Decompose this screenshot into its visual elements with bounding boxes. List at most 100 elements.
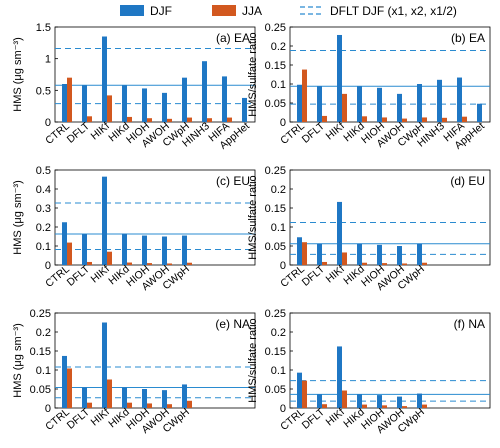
y-tick-label: 0.1 (36, 365, 51, 377)
bar-djf (62, 355, 67, 408)
bar-jja (127, 402, 132, 408)
bar-jja (322, 261, 327, 265)
bar-jja (322, 115, 327, 122)
bar-djf (297, 84, 302, 122)
y-tick-label: 0.1 (271, 79, 286, 91)
bar-jja (147, 263, 152, 265)
legend-label-dflt: DFLT DJF (x1, x2, x1/2) (330, 4, 457, 18)
bar-jja (402, 263, 407, 265)
bar-jja (147, 118, 152, 122)
y-tick-label: 0.25 (265, 308, 286, 320)
y-tick-label: 1 (45, 54, 51, 66)
panel-label: (f) NA (454, 317, 485, 331)
bar-djf (357, 394, 362, 408)
bar-djf (357, 86, 362, 122)
chart-panel-2: 0 0.05 0.1 0.15 0.2 0.25 HMS/sulfate ratio (b) … (247, 22, 491, 152)
bar-djf (182, 77, 187, 122)
bar-jja (187, 400, 192, 408)
y-tick-label: 1.5 (36, 22, 51, 34)
y-tick-label: 0 (45, 260, 51, 272)
bar-djf (377, 87, 382, 122)
y-tick-label: 0.05 (30, 384, 51, 396)
bar-djf (437, 79, 442, 122)
bar-jja (382, 405, 387, 408)
bar-jja (87, 402, 92, 408)
bar-djf (122, 387, 127, 408)
bar-djf (377, 395, 382, 408)
bar-djf (417, 393, 422, 408)
legend-swatch-djf (120, 5, 144, 16)
bar-djf (142, 389, 147, 408)
legend: DJF JJA DFLT DJF (x1, x2, x1/2) (120, 4, 457, 18)
bar-djf (337, 346, 342, 408)
bar-jja (207, 118, 212, 122)
y-tick-label: 0.5 (36, 165, 51, 177)
bar-jja (442, 117, 447, 122)
y-tick-label: 0 (280, 260, 286, 272)
bar-jja (362, 404, 367, 408)
bar-jja (342, 252, 347, 265)
bar-jja (167, 263, 172, 265)
y-axis-label: HMS/sulfate ratio (247, 32, 259, 116)
bar-jja (402, 118, 407, 122)
y-axis-label: HMS/sulfate ratio (247, 175, 259, 259)
bar-jja (302, 242, 307, 265)
panel-label: (a) EA (216, 31, 250, 45)
bar-djf (337, 34, 342, 123)
y-tick-label: 0 (45, 117, 51, 129)
bar-djf (122, 85, 127, 122)
y-tick-label: 0.05 (265, 241, 286, 253)
y-tick-label: 0.2 (271, 184, 286, 196)
y-tick-label: 0.2 (36, 327, 51, 339)
bar-djf (162, 390, 167, 408)
panel-label: (e) NA (215, 317, 250, 331)
y-axis-label: HMS (μg sm⁻³) (12, 37, 24, 111)
bar-jja (227, 117, 232, 122)
legend-swatch-jja (212, 5, 236, 16)
bar-djf (457, 77, 462, 122)
bar-djf (397, 93, 402, 122)
bar-jja (147, 403, 152, 408)
bar-jja (302, 380, 307, 408)
y-tick-label: 0.4 (36, 184, 51, 196)
bar-djf (297, 372, 302, 408)
bar-djf (317, 86, 322, 122)
y-tick-label: 0 (280, 403, 286, 415)
bar-jja (167, 118, 172, 122)
bar-djf (337, 201, 342, 265)
bar-djf (357, 243, 362, 265)
bar-djf (162, 236, 167, 265)
bar-djf (317, 394, 322, 408)
y-axis-label: HMS (μg sm⁻³) (12, 180, 24, 254)
y-tick-label: 0.2 (36, 222, 51, 234)
bar-djf (102, 176, 107, 265)
plot-frame (289, 312, 491, 409)
y-tick-label: 0 (280, 117, 286, 129)
bar-jja (87, 116, 92, 122)
plot-frame (289, 169, 491, 266)
bar-jja (362, 262, 367, 265)
y-tick-label: 0.15 (265, 346, 286, 358)
bar-jja (107, 95, 112, 122)
bar-jja (342, 390, 347, 408)
bar-djf (122, 233, 127, 265)
bar-jja (187, 262, 192, 265)
bar-djf (202, 61, 207, 122)
y-tick-label: 0.3 (36, 203, 51, 215)
bar-jja (422, 117, 427, 122)
bar-djf (417, 243, 422, 265)
y-tick-label: 0.05 (265, 98, 286, 110)
bar-jja (402, 406, 407, 408)
bar-djf (182, 235, 187, 265)
bar-djf (242, 97, 247, 122)
y-tick-label: 0.05 (265, 384, 286, 396)
bar-djf (82, 85, 87, 122)
chart-panel-4: 0 0.05 0.1 0.15 0.2 0.25 HMS/sulfate ratio (d) … (247, 165, 491, 293)
bar-djf (377, 244, 382, 265)
plot-frame (289, 26, 491, 123)
bar-djf (182, 384, 187, 408)
